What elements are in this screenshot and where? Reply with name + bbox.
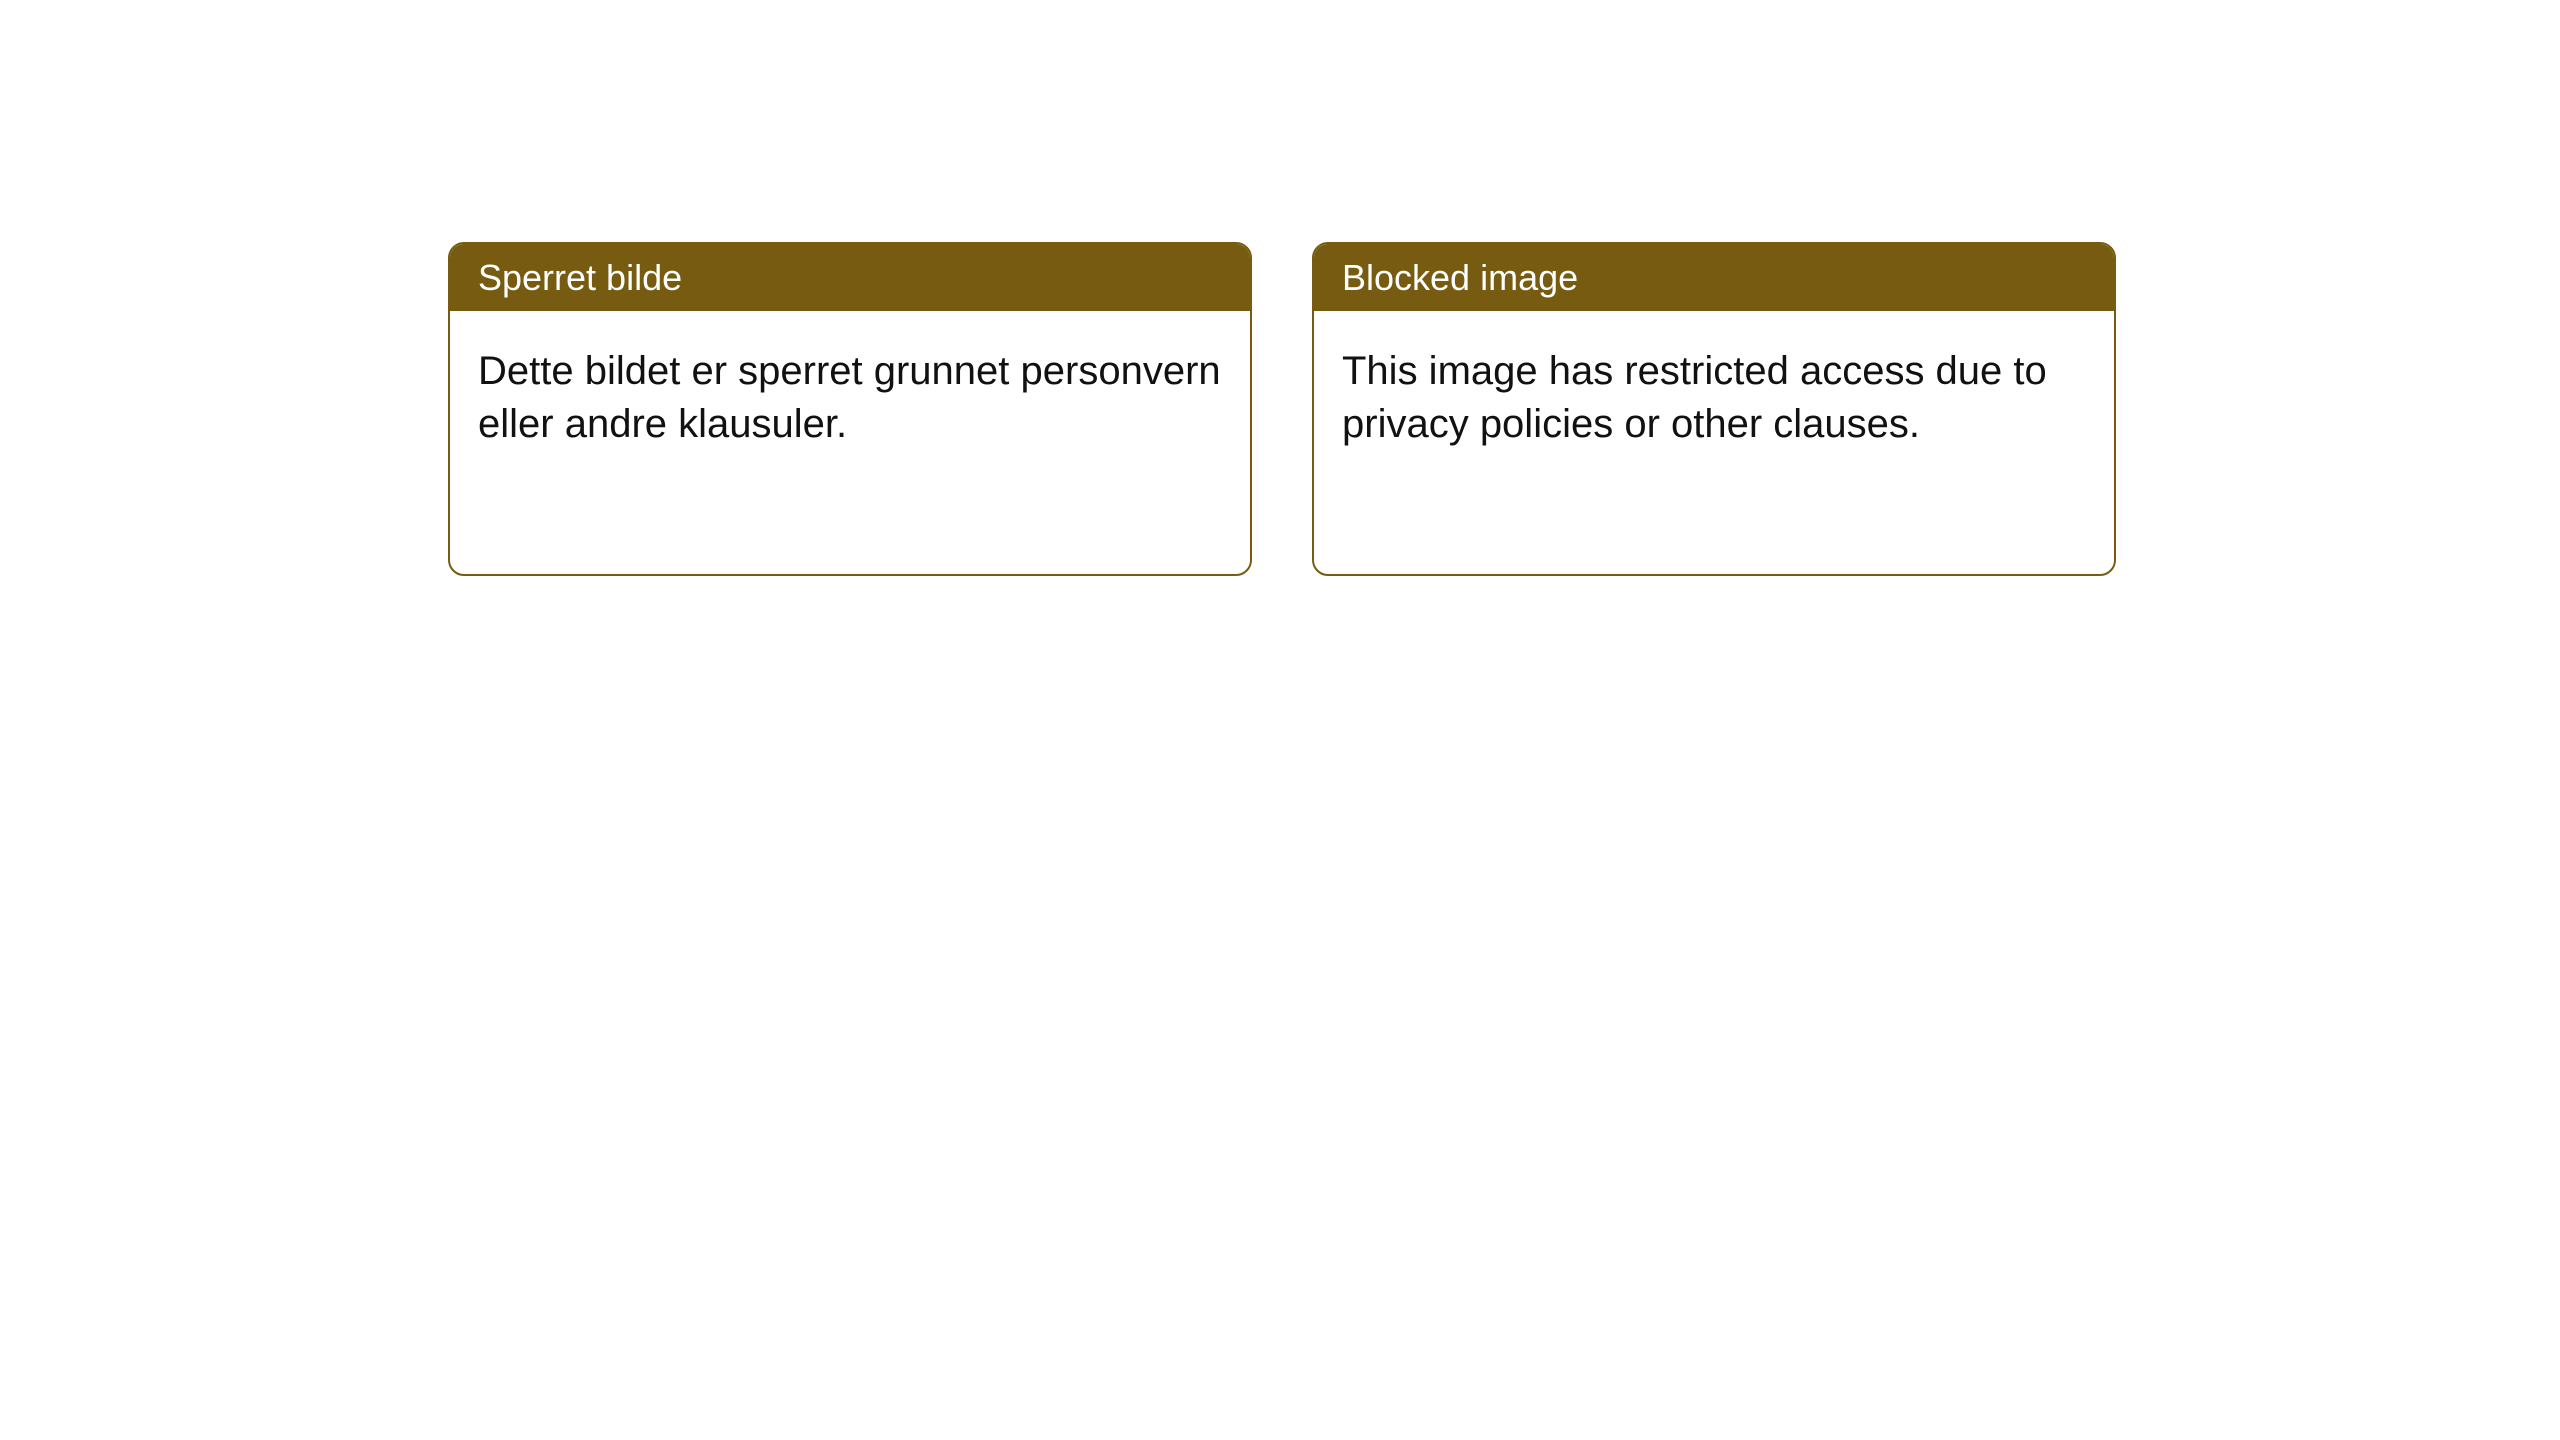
notice-container: Sperret bilde Dette bildet er sperret gr… [0, 0, 2560, 576]
notice-card-norwegian: Sperret bilde Dette bildet er sperret gr… [448, 242, 1252, 576]
notice-card-title: Blocked image [1314, 244, 2114, 311]
notice-card-body: Dette bildet er sperret grunnet personve… [450, 311, 1250, 574]
notice-card-body: This image has restricted access due to … [1314, 311, 2114, 574]
notice-card-english: Blocked image This image has restricted … [1312, 242, 2116, 576]
notice-card-title: Sperret bilde [450, 244, 1250, 311]
